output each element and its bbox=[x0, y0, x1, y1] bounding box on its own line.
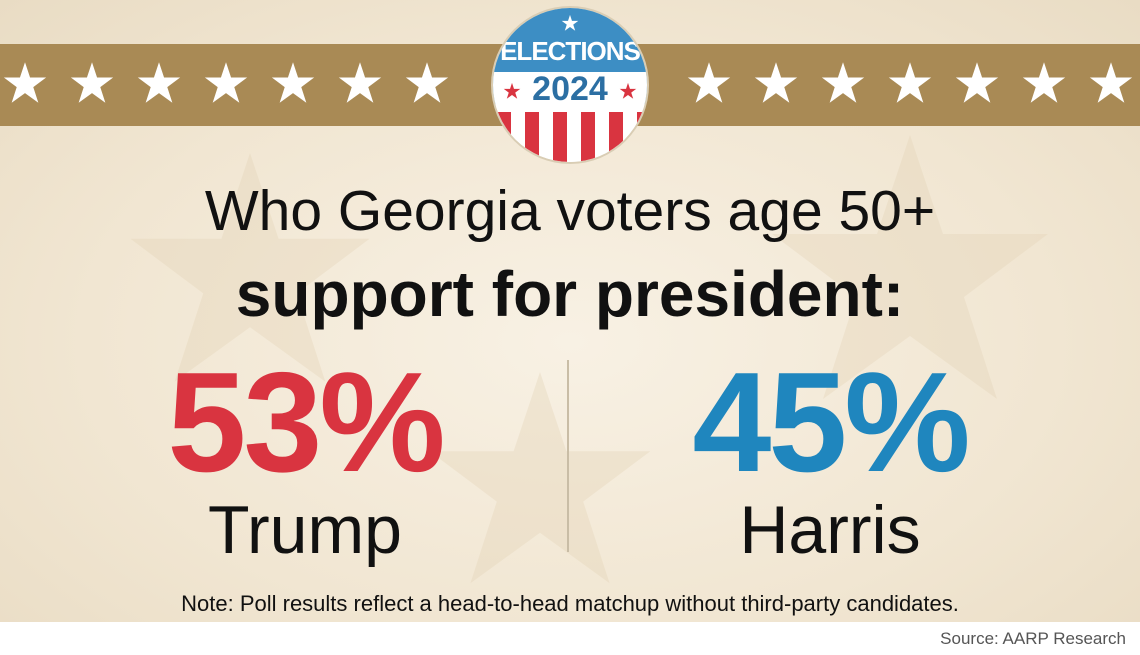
badge-star-icon bbox=[561, 14, 579, 31]
star-icon bbox=[821, 62, 865, 103]
star-icon bbox=[888, 62, 932, 103]
headline-line1: Who Georgia voters age 50+ bbox=[204, 179, 936, 243]
background-star-icon bbox=[429, 372, 651, 584]
star-icon bbox=[3, 62, 47, 103]
background-star-icon bbox=[130, 153, 370, 382]
harris-percent: 45% bbox=[692, 343, 970, 502]
star-icon bbox=[1089, 62, 1133, 103]
harris-name: Harris bbox=[739, 492, 921, 568]
background-star-icon bbox=[772, 135, 1048, 399]
star-icon bbox=[271, 62, 315, 103]
footnote: Note: Poll results reflect a head-to-hea… bbox=[181, 591, 959, 616]
badge-year: 2024 bbox=[532, 70, 608, 108]
star-icon bbox=[754, 62, 798, 103]
trump-percent: 53% bbox=[167, 343, 445, 502]
headline-line2: support for president: bbox=[235, 258, 905, 330]
star-icon bbox=[1022, 62, 1066, 103]
star-icon bbox=[338, 62, 382, 103]
badge-year-band bbox=[493, 72, 647, 112]
badge-star-icon bbox=[619, 82, 637, 99]
source-credit: Source: AARP Research bbox=[940, 629, 1126, 648]
badge-stripes bbox=[493, 112, 647, 162]
badge-title: ELECTIONS bbox=[500, 36, 641, 66]
column-divider bbox=[567, 360, 569, 552]
trump-name: Trump bbox=[208, 492, 402, 568]
star-icon bbox=[955, 62, 999, 103]
star-icon bbox=[204, 62, 248, 103]
star-icon bbox=[687, 62, 731, 103]
star-icon bbox=[405, 62, 449, 103]
elections-badge: ELECTIONS 2024 bbox=[493, 8, 647, 162]
star-icon bbox=[137, 62, 181, 103]
infographic-card: ELECTIONS 2024 Who Georgia voters age 50… bbox=[0, 0, 1140, 622]
badge-star-icon bbox=[503, 82, 521, 99]
star-icon bbox=[70, 62, 114, 103]
